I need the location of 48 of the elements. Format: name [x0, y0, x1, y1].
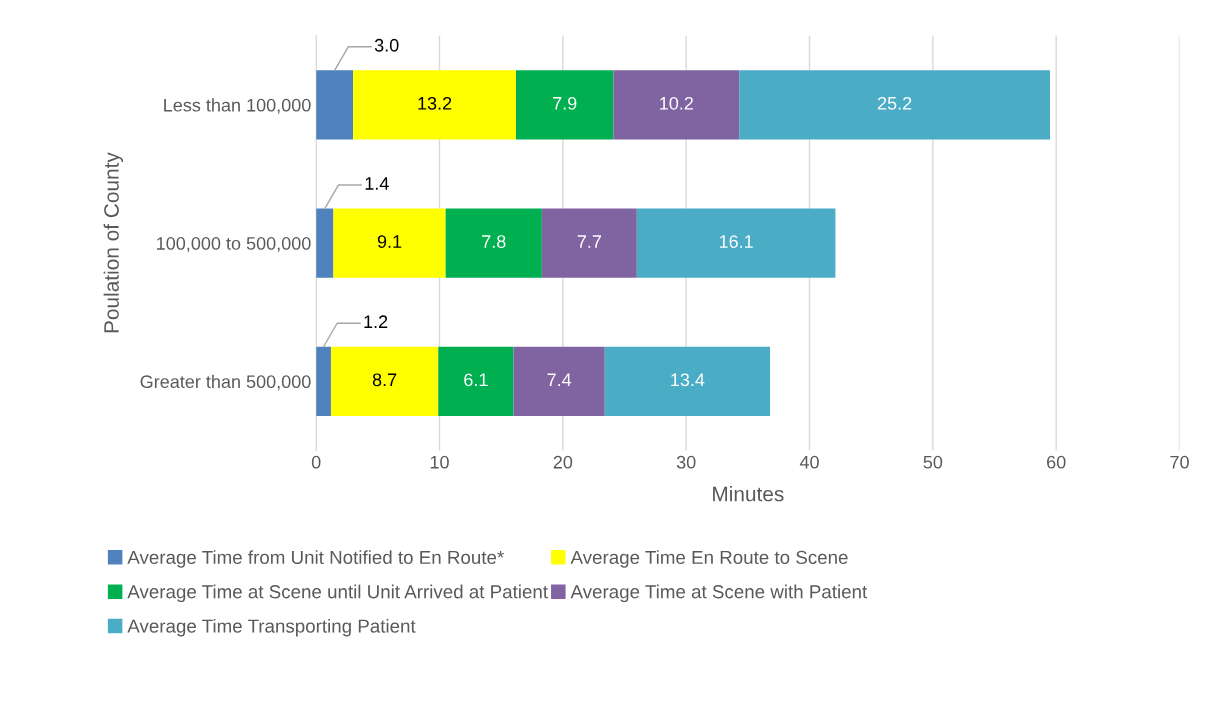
bar: [330, 346, 439, 416]
bar: [613, 70, 740, 140]
legend-label: Average Time Transporting Patient: [127, 618, 416, 637]
legend-label: Average Time at Scene until Unit Arrived at Patient: [127, 584, 548, 603]
legend-label: Average Time from Unit Notified to En Route*: [127, 550, 504, 568]
data-label: 25.2: [877, 96, 912, 110]
legend-label: Average Time at Scene with Patient: [570, 584, 868, 603]
data-label: 8.7: [372, 373, 397, 387]
bar: [333, 208, 446, 278]
data-label: 9.1: [377, 235, 402, 248]
x-tick-label: 10: [430, 455, 449, 469]
data-label: 7.8: [482, 235, 506, 248]
x-tick-label: 70: [1170, 455, 1189, 469]
x-tick-label: 0: [311, 455, 321, 469]
bar: [316, 70, 354, 140]
y-tick-label: Less than 100,000: [164, 98, 311, 114]
data-label: 7.4: [547, 373, 572, 386]
bar: [438, 346, 514, 416]
x-tick-label: 60: [1047, 455, 1066, 469]
bar: [515, 70, 614, 140]
x-tick-label: 30: [676, 455, 696, 469]
bar: [316, 346, 331, 416]
data-label: 7.9: [553, 96, 577, 110]
y-axis-title: Poulation of County: [103, 152, 123, 333]
data-label: 16.1: [719, 235, 753, 248]
bar: [316, 208, 334, 278]
x-tick-label: 50: [923, 455, 943, 469]
data-label: 1.4: [365, 177, 389, 190]
data-label: 13.4: [671, 373, 705, 387]
bar: [353, 70, 516, 140]
legend-label: Average Time En Route to Scene: [570, 550, 848, 568]
bar: [604, 346, 771, 416]
data-label: 6.1: [464, 373, 488, 387]
bar: [513, 346, 605, 416]
x-axis-title: Minutes: [713, 486, 784, 502]
data-label: 1.2: [364, 315, 388, 328]
bar: [445, 208, 542, 278]
x-tick-label: 40: [799, 455, 819, 469]
data-label: 7.7: [577, 235, 601, 248]
bar: [636, 208, 836, 278]
x-tick-label: 20: [553, 455, 573, 469]
bar: [541, 208, 637, 278]
y-tick-label: Greater than 500,000: [140, 374, 311, 391]
y-tick-label: 100,000 to 500,000: [157, 237, 311, 252]
data-label: 10.2: [660, 96, 693, 110]
data-label: 13.2: [418, 96, 452, 110]
data-label: 3.0: [374, 38, 399, 52]
bar: [739, 70, 1051, 140]
